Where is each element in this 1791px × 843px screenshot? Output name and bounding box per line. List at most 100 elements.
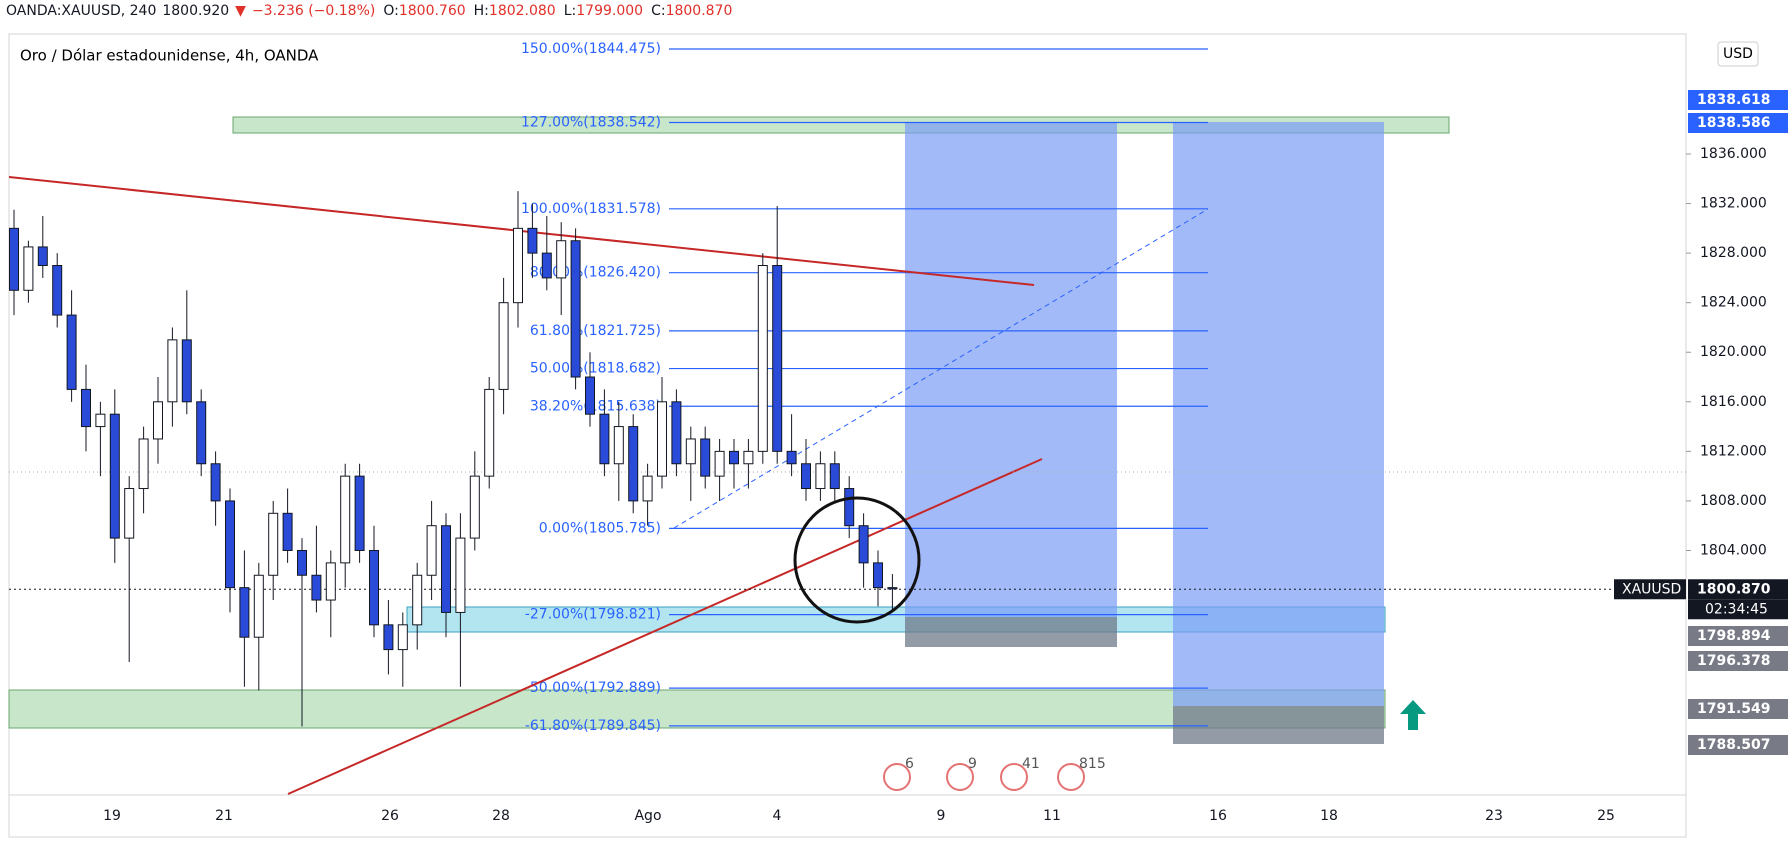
candle-body [239,587,250,638]
candle-body [700,438,711,477]
candle-body [772,265,783,452]
candle-body [671,401,682,465]
event-icon[interactable] [1000,763,1028,791]
long-stop [905,617,1117,647]
trendline [287,458,1043,795]
fib-label: 0.00%(1805.785) [539,520,661,536]
price-tag: 1838.618 [1697,92,1771,108]
candle-body [513,227,523,304]
ohlc-value: 1802.080 [489,3,556,19]
fib-label: 127.00%(1838.542) [521,115,661,131]
candle-body [340,475,351,564]
candle-body [743,450,754,465]
price-tag-bg [1688,651,1788,671]
fib-label: 38.20%(1815.638) [530,398,661,414]
candle-body [397,624,408,651]
time-label: 26 [381,808,399,824]
candle-body [109,413,120,539]
long-stop [1173,706,1384,744]
candle-body [181,339,192,403]
candle-body [657,401,667,477]
time-label: 19 [103,808,121,824]
time-label: 28 [492,808,510,824]
ohlc-key: C: [651,3,666,19]
fib-label: 50.00%(1818.682) [530,361,661,377]
price-tag-bg [1688,113,1788,133]
candle-body [311,574,322,601]
candle-body [412,574,423,626]
candle-body [426,525,437,576]
candle-body [887,587,898,590]
currency-box[interactable] [1717,41,1759,67]
candle-body [556,240,567,279]
symbol-tag: XAUUSD [1622,581,1681,597]
candle-body [873,562,883,589]
candle-body [282,512,293,551]
candle-body [153,401,163,440]
countdown-bg [1688,599,1788,620]
candle-body [9,227,19,291]
candle-body [167,339,178,403]
time-label: 18 [1320,808,1338,824]
candle-body [81,388,91,428]
candle-body [498,302,509,390]
candle-body [469,475,480,539]
candle-body [527,227,538,254]
event-count: 41 [1022,756,1040,772]
price-tick-label: 1832.000 [1700,196,1767,212]
candle-body [325,562,336,601]
fib-label: -61.80%(1789.845) [525,718,661,734]
candle-body [138,438,149,490]
event-icon[interactable] [883,763,911,791]
candle-body [786,450,797,465]
price-tick-label: 1804.000 [1700,542,1767,558]
price-tag: 1796.378 [1697,653,1771,669]
fib-label: 150.00%(1844.475) [521,41,661,57]
candle-body [628,426,639,502]
price-tag: 1791.549 [1697,701,1771,717]
candle-body [585,376,595,415]
long-profit [905,122,1117,617]
price-tag-bg [1688,626,1788,646]
price-tag-bg [1688,735,1788,755]
candle-body [642,475,653,502]
candle-body [541,252,552,279]
price-tag-bg [1688,699,1788,719]
up-arrow [1400,700,1426,730]
price-tick-label: 1836.000 [1700,146,1767,162]
ohlc-value: 1800.760 [399,3,466,19]
time-label: 23 [1485,808,1503,824]
time-label: 11 [1043,808,1061,824]
ohlc-value: 1800.870 [666,3,733,19]
candle-body [815,463,826,490]
change: −3.236 (−0.18%) [252,3,375,19]
last-price: 1800.920 [162,3,229,19]
symbol-tag-bg [1614,579,1686,600]
fib-label: 61.80%(1821.725) [530,323,661,339]
price-tick-label: 1808.000 [1700,493,1767,509]
candle-body [52,265,63,316]
candle-body [599,413,610,465]
resistance-zone [232,116,1450,134]
candle-body [484,388,495,477]
event-count: 815 [1079,756,1106,772]
candle-body [124,488,135,539]
fib-diagonal [673,208,1209,529]
time-label: Ago [634,808,661,824]
candle-body [455,537,466,613]
change-arrow: ▼ [235,3,246,19]
price-tag: 1798.894 [1697,628,1771,644]
hand-circle [793,496,921,624]
time-label: 25 [1597,808,1615,824]
last-price-tag-bg [1688,579,1788,600]
event-icon[interactable] [1057,763,1085,791]
candle-body [570,240,581,378]
price-tag: 1838.586 [1697,115,1771,131]
currency[interactable]: USD [1723,46,1753,62]
price-tick-label: 1812.000 [1700,443,1767,459]
time-label: 9 [937,808,946,824]
event-icon[interactable] [946,763,974,791]
candle-body [210,463,221,502]
countdown: 02:34:45 [1705,601,1768,617]
ohlc-value: 1799.000 [576,3,643,19]
